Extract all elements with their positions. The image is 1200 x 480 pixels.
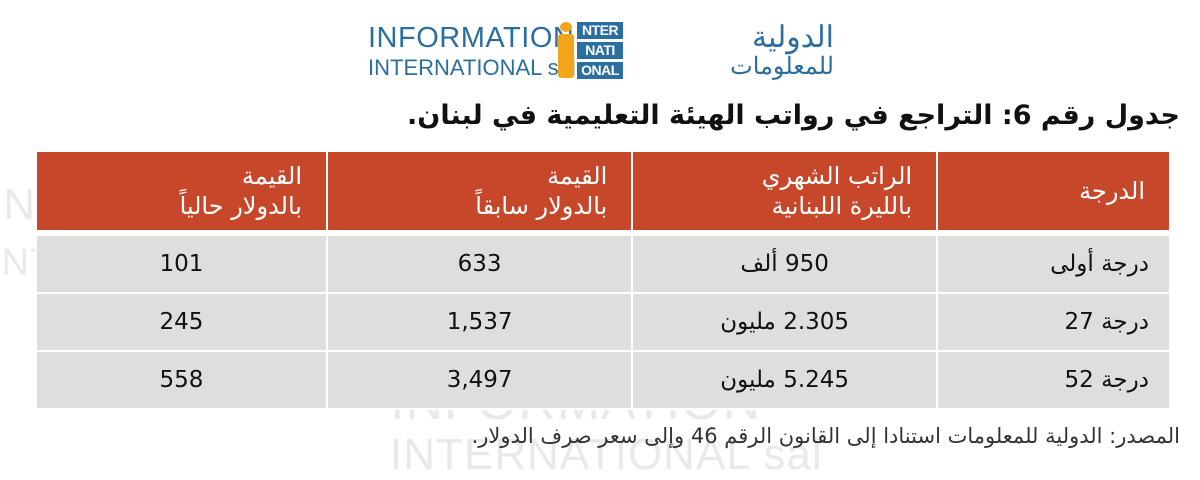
table-header-row: الدرجة الراتب الشهري بالليرة اللبنانية ا… (35, 152, 1171, 230)
separator-cell (36, 230, 1170, 235)
cell-grade: درجة أولى (936, 234, 1171, 294)
cell-grade: درجة 27 (936, 292, 1171, 352)
logo-latin-line1: INFORMATION (368, 22, 575, 54)
logo-mark-row: NATI (577, 42, 623, 59)
header-now-line1: القيمة (241, 162, 302, 190)
logo-latin-line2: INTERNATIONAL sal (368, 55, 576, 80)
logo-mark-row: ONAL (577, 62, 623, 79)
header-current-usd-value: القيمة بالدولار حالياً (35, 152, 328, 230)
logo-mark-rows: NTER NATI ONAL (577, 22, 623, 82)
header-prev-line2: بالدولار سابقاً (475, 192, 608, 220)
logo-mark-icon: NTER NATI ONAL (558, 22, 624, 80)
logo-arabic-line1: الدولية (752, 20, 834, 55)
cell-salary: 950 ألف (631, 234, 939, 294)
header-now-line2: بالدولار حالياً (179, 192, 302, 220)
header-salary-line1: الراتب الشهري (761, 162, 913, 190)
cell-salary: 2.305 مليون (631, 292, 939, 352)
header-grade: الدرجة (936, 152, 1171, 230)
logo-mark-row: NTER (577, 22, 623, 39)
cell-grade: درجة 52 (936, 350, 1171, 410)
header-prev-line1: القيمة (547, 162, 608, 190)
header-previous-usd-value: القيمة بالدولار سابقاً (325, 152, 634, 230)
header-salary-line2: بالليرة اللبنانية (771, 192, 913, 220)
logo-arabic-line2: للمعلومات (730, 51, 834, 80)
table-row: درجة 52 5.245 مليون 3,497 558 (35, 350, 1171, 410)
cell-salary: 5.245 مليون (631, 350, 939, 410)
source-note: المصدر: الدولية للمعلومات استنادا إلى ال… (471, 424, 1180, 448)
header-grade-label: الدرجة (1079, 177, 1145, 205)
cell-previous-value: 1,537 (325, 292, 634, 352)
row-separator (36, 230, 1170, 235)
header-monthly-salary: الراتب الشهري بالليرة اللبنانية (631, 152, 939, 230)
logo-i-stem (558, 34, 574, 78)
table-row: درجة أولى 950 ألف 633 101 (35, 234, 1171, 294)
logo-latin-text: INFORMATION INTERNATIONAL sal (368, 18, 576, 79)
cell-current-value: 245 (35, 292, 328, 352)
salary-table: الدرجة الراتب الشهري بالليرة اللبنانية ا… (35, 152, 1171, 410)
cell-previous-value: 633 (325, 234, 634, 294)
information-international-logo: INFORMATION INTERNATIONAL sal NTER NATI … (368, 18, 838, 80)
cell-current-value: 558 (35, 350, 328, 410)
cell-previous-value: 3,497 (325, 350, 634, 410)
table-row: درجة 27 2.305 مليون 1,537 245 (35, 292, 1171, 352)
table-title: جدول رقم 6: التراجع في رواتب الهيئة التع… (407, 100, 1180, 131)
logo-arabic-text: الدولية للمعلومات (634, 22, 834, 79)
cell-current-value: 101 (35, 234, 328, 294)
logo-i-dot (560, 22, 572, 32)
